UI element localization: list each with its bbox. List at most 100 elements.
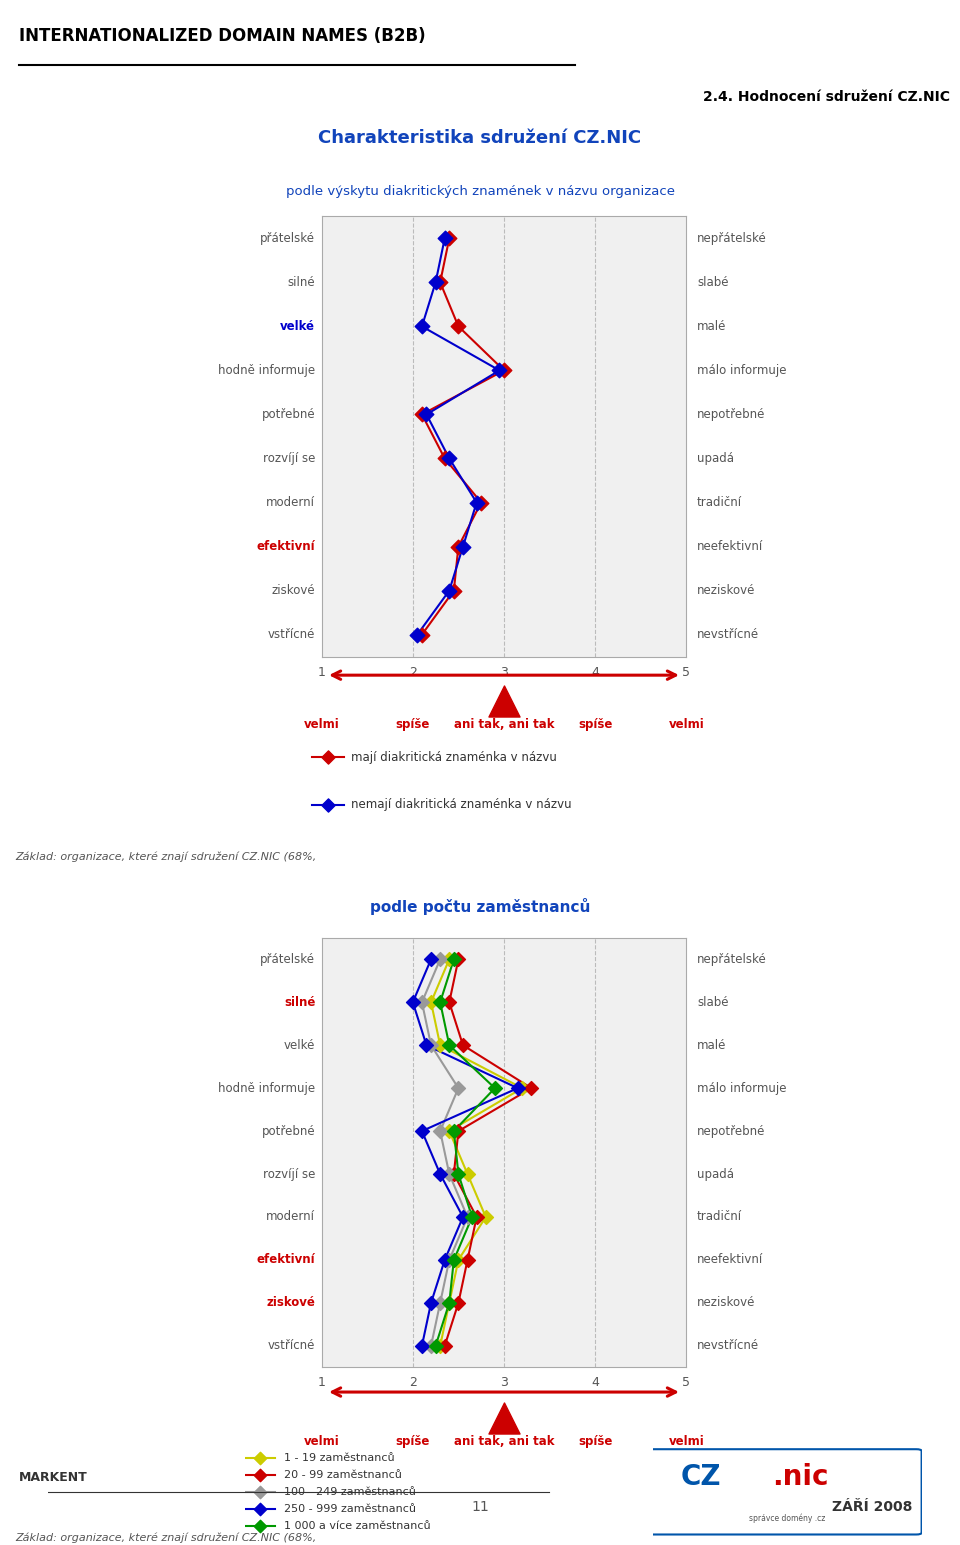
Text: nepotřebné: nepotřebné	[697, 1125, 765, 1137]
Text: tradiční: tradiční	[697, 1210, 742, 1224]
Point	[451, 1075, 467, 1100]
Point	[437, 226, 452, 250]
Text: 1 - 19 zaměstnanců: 1 - 19 zaměstnanců	[284, 1452, 395, 1463]
Point	[496, 1406, 512, 1431]
Point	[415, 314, 430, 338]
Point	[442, 1290, 457, 1315]
Point	[320, 745, 335, 769]
Point	[442, 947, 457, 972]
Point	[405, 990, 420, 1015]
Text: slabé: slabé	[697, 277, 729, 289]
Point	[432, 990, 447, 1015]
Text: .nic: .nic	[773, 1463, 828, 1491]
Text: 100 - 249 zaměstnanců: 100 - 249 zaměstnanců	[284, 1486, 416, 1497]
Point	[446, 1248, 462, 1273]
Point	[442, 1248, 457, 1273]
Point	[428, 270, 444, 295]
Point	[432, 1290, 447, 1315]
Text: velmi: velmi	[668, 718, 705, 731]
Point	[451, 1162, 467, 1187]
Point	[496, 689, 512, 714]
Text: rozvíjí se: rozvíjí se	[263, 1168, 315, 1180]
Text: CZ: CZ	[681, 1463, 721, 1491]
Text: Základ: organizace, které znají sdružení CZ.NIC (68%,: Základ: organizace, které znají sdružení…	[14, 851, 316, 862]
Point	[437, 1333, 452, 1358]
Point	[419, 1032, 434, 1057]
Point	[415, 402, 430, 426]
Point	[446, 578, 462, 603]
Text: neziskové: neziskové	[697, 1296, 756, 1310]
Text: mají diakritická znaménka v názvu: mají diakritická znaménka v názvu	[350, 751, 557, 763]
Point	[428, 1333, 444, 1358]
Point	[437, 447, 452, 471]
Text: ani tak, ani tak: ani tak, ani tak	[454, 1435, 554, 1448]
Text: neefektivní: neefektivní	[697, 1253, 763, 1267]
Point	[510, 1075, 525, 1100]
Text: 11: 11	[471, 1500, 489, 1514]
Text: nemají diakritická znaménka v názvu: nemají diakritická znaménka v názvu	[350, 799, 571, 811]
Text: efektivní: efektivní	[256, 1253, 315, 1267]
Point	[252, 1463, 268, 1488]
Point	[423, 947, 439, 972]
Point	[451, 1248, 467, 1273]
Point	[419, 402, 434, 426]
Text: hodně informuje: hodně informuje	[218, 365, 315, 377]
Text: velmi: velmi	[303, 1435, 340, 1448]
Point	[442, 447, 457, 471]
Point	[446, 1119, 462, 1143]
Text: velké: velké	[280, 320, 315, 332]
Point	[423, 1290, 439, 1315]
Point	[252, 1480, 268, 1505]
Point	[320, 793, 335, 817]
Point	[415, 1119, 430, 1143]
Point	[446, 947, 462, 972]
Point	[442, 1032, 457, 1057]
Text: přátelské: přátelské	[260, 953, 315, 966]
Point	[496, 358, 512, 383]
Text: 2.4. Hodnocení sdružení CZ.NIC: 2.4. Hodnocení sdružení CZ.NIC	[704, 90, 950, 104]
Text: vstřícné: vstřícné	[268, 1340, 315, 1352]
Point	[451, 1119, 467, 1143]
Point	[473, 490, 489, 514]
Text: velké: velké	[284, 1038, 315, 1052]
Point	[252, 1497, 268, 1522]
Point	[451, 947, 467, 972]
Text: 1 000 a více zaměstnanců: 1 000 a více zaměstnanců	[284, 1520, 430, 1531]
Point	[252, 1514, 268, 1539]
Text: podle počtu zaměstnanců: podle počtu zaměstnanců	[370, 898, 590, 916]
Point	[446, 1162, 462, 1187]
Point	[455, 1032, 470, 1057]
Point	[442, 1162, 457, 1187]
Point	[492, 358, 507, 383]
Point	[460, 1248, 475, 1273]
Point	[415, 1333, 430, 1358]
Point	[442, 1119, 457, 1143]
Point	[442, 226, 457, 250]
Point	[451, 1290, 467, 1315]
Point	[432, 1032, 447, 1057]
Point	[469, 1205, 485, 1230]
Point	[410, 623, 425, 647]
Text: přátelské: přátelské	[260, 232, 315, 244]
Point	[451, 535, 467, 559]
Text: 20 - 99 zaměstnanců: 20 - 99 zaměstnanců	[284, 1469, 401, 1480]
Text: spíše: spíše	[578, 1435, 612, 1448]
Point	[524, 1075, 540, 1100]
Text: tradiční: tradiční	[697, 496, 742, 508]
Point	[455, 1205, 470, 1230]
Text: podle výskytu diakritických znamének v názvu organizace: podle výskytu diakritických znamének v n…	[285, 185, 675, 198]
Text: málo informuje: málo informuje	[697, 365, 786, 377]
Point	[469, 490, 485, 514]
Point	[460, 1162, 475, 1187]
Point	[423, 990, 439, 1015]
Text: hodně informuje: hodně informuje	[218, 1082, 315, 1095]
Text: Základ: organizace, které znají sdružení CZ.NIC (68%,: Základ: organizace, které znají sdružení…	[14, 1533, 316, 1542]
Text: nepřátelské: nepřátelské	[697, 232, 767, 244]
Text: silné: silné	[284, 995, 315, 1009]
Point	[451, 314, 467, 338]
Point	[415, 623, 430, 647]
Point	[415, 990, 430, 1015]
Text: vstřícné: vstřícné	[268, 629, 315, 641]
Text: ziskové: ziskové	[272, 584, 315, 596]
Point	[432, 1162, 447, 1187]
